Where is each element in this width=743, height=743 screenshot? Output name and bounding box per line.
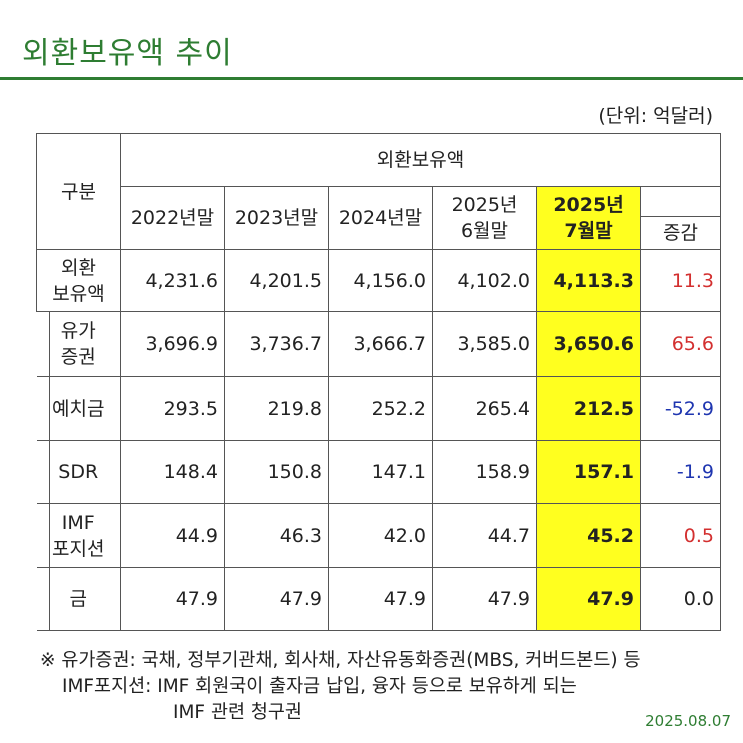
cell-value: 293.5: [120, 376, 225, 441]
cell-value: 46.3: [224, 503, 329, 568]
table-row: 유가 증권 3,696.9 3,736.7 3,666.7 3,585.0 3,…: [36, 311, 721, 377]
row-label-line1: IMF: [61, 511, 95, 534]
cell-value: 4,231.6: [120, 249, 225, 312]
footnote-imf-position: IMF포지션: IMF 회원국이 출자금 납입, 융자 등으로 보유하게 되는: [62, 676, 577, 697]
row-label-line1: 유가: [60, 320, 96, 342]
row-label-line1: 금: [69, 588, 87, 610]
cell-change: -1.9: [640, 440, 721, 504]
cell-value: 47.9: [328, 567, 433, 631]
cell-value: 3,696.9: [120, 311, 225, 377]
col-header-change: 증감: [640, 216, 721, 250]
cell-value-highlight: 47.9: [536, 567, 641, 631]
row-label: 외환 보유액: [36, 249, 121, 312]
table-row: IMF 포지션 44.9 46.3 42.0 44.7 45.2 0.5: [36, 503, 721, 568]
cell-value: 47.9: [432, 567, 537, 631]
col-header-2025-jul-line1: 2025년: [553, 194, 624, 216]
cell-value: 252.2: [328, 376, 433, 441]
row-label-line2: 포지션: [52, 537, 105, 560]
cell-value-highlight: 212.5: [536, 376, 641, 441]
cell-change: 0.5: [640, 503, 721, 568]
cell-value: 47.9: [224, 567, 329, 631]
footnote-securities: ※ 유가증권: 국채, 정부기관채, 회사채, 자산유동화증권(MBS, 커버드…: [40, 650, 641, 671]
corner-header: 구분: [36, 133, 121, 250]
cell-value: 3,666.7: [328, 311, 433, 377]
page-title: 외환보유액 추이: [22, 36, 233, 71]
cell-value: 147.1: [328, 440, 433, 504]
col-header-2025-jun-line2: 6월말: [460, 220, 509, 242]
table-row: 외환 보유액 4,231.6 4,201.5 4,156.0 4,102.0 4…: [36, 249, 721, 312]
footnote-imf-position-cont: IMF 관련 청구권: [173, 702, 302, 723]
row-label: 유가 증권: [36, 311, 121, 377]
cell-value: 42.0: [328, 503, 433, 568]
group-header: 외환보유액: [120, 133, 721, 187]
cell-value: 219.8: [224, 376, 329, 441]
footnotes: ※ 유가증권: 국채, 정부기관채, 회사채, 자산유동화증권(MBS, 커버드…: [40, 648, 640, 726]
cell-value: 4,156.0: [328, 249, 433, 312]
cell-value: 265.4: [432, 376, 537, 441]
table-row: 금 47.9 47.9 47.9 47.9 47.9 0.0: [36, 567, 721, 631]
col-header-2025-jul: 2025년 7월말: [536, 186, 641, 250]
table-row: 예치금 293.5 219.8 252.2 265.4 212.5 -52.9: [36, 376, 721, 441]
row-label-line1: 예치금: [52, 397, 105, 420]
cell-change: 65.6: [640, 311, 721, 377]
table-row: SDR 148.4 150.8 147.1 158.9 157.1 -1.9: [36, 440, 721, 504]
cell-change: -52.9: [640, 376, 721, 441]
cell-value-highlight: 3,650.6: [536, 311, 641, 377]
col-header-2025-jun-line1: 2025년: [451, 194, 518, 216]
col-header-blank: [640, 186, 721, 217]
cell-value: 158.9: [432, 440, 537, 504]
cell-change: 0.0: [640, 567, 721, 631]
col-header-2024: 2024년말: [328, 186, 433, 250]
cell-value: 3,585.0: [432, 311, 537, 377]
cell-value: 4,102.0: [432, 249, 537, 312]
col-header-2025-jul-line2: 7월말: [564, 220, 613, 242]
row-label: 예치금: [36, 376, 121, 441]
publish-date: 2025.08.07: [645, 712, 731, 730]
row-label: IMF 포지션: [36, 503, 121, 568]
row-label: 금: [36, 567, 121, 631]
reserves-table: 구분 외환보유액 2022년말 2023년말 2024년말 2025년 6월말 …: [36, 133, 721, 631]
cell-value: 44.7: [432, 503, 537, 568]
col-header-2023: 2023년말: [224, 186, 329, 250]
cell-value: 148.4: [120, 440, 225, 504]
col-header-2025-jun: 2025년 6월말: [432, 186, 537, 250]
cell-value: 4,201.5: [224, 249, 329, 312]
cell-value-highlight: 4,113.3: [536, 249, 641, 312]
title-divider: [0, 77, 743, 80]
cell-value: 47.9: [120, 567, 225, 631]
row-label-line2: 증권: [60, 346, 96, 368]
cell-change: 11.3: [640, 249, 721, 312]
cell-value: 3,736.7: [224, 311, 329, 377]
cell-value: 44.9: [120, 503, 225, 568]
cell-value: 150.8: [224, 440, 329, 504]
row-label: SDR: [36, 440, 121, 504]
cell-value-highlight: 45.2: [536, 503, 641, 568]
unit-label: (단위: 억달러): [598, 105, 713, 127]
row-label-line2: 보유액: [52, 282, 105, 305]
row-label-line1: 외환: [61, 256, 96, 279]
cell-value-highlight: 157.1: [536, 440, 641, 504]
row-label-line1: SDR: [58, 461, 99, 483]
col-header-2022: 2022년말: [120, 186, 225, 250]
